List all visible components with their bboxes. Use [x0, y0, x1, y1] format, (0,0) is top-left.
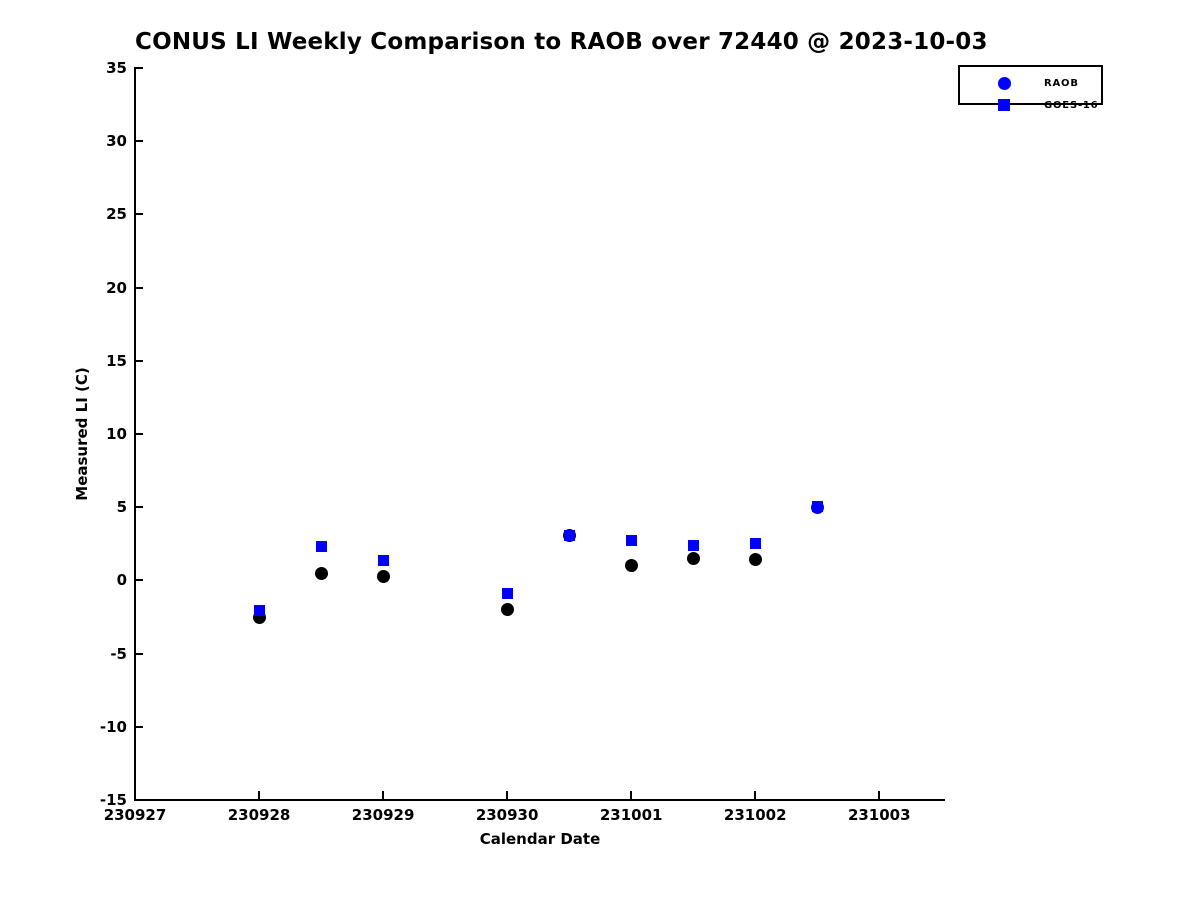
- legend: RAOB GOES-16: [958, 65, 1103, 111]
- y-tick-label: 30: [106, 132, 127, 151]
- x-tick-mark: [506, 791, 509, 799]
- legend-label-raob: RAOB: [1044, 77, 1079, 89]
- data-point-raob: [748, 553, 762, 567]
- x-tick-mark: [878, 791, 881, 799]
- y-tick-mark: [136, 213, 143, 216]
- data-point-goes16: [563, 529, 575, 541]
- x-axis-label: Calendar Date: [479, 830, 601, 848]
- x-tick-mark: [630, 791, 633, 799]
- y-tick-mark: [136, 799, 143, 801]
- x-tick-mark: [134, 791, 136, 799]
- data-point-raob: [314, 566, 328, 580]
- data-point-goes16: [749, 537, 761, 549]
- data-point-raob: [686, 551, 700, 565]
- x-tick-mark: [382, 791, 385, 799]
- data-point-raob: [500, 603, 514, 617]
- data-point-raob: [376, 569, 390, 583]
- y-tick-mark: [136, 506, 143, 509]
- y-tick-mark: [136, 433, 143, 435]
- y-tick-mark: [136, 67, 143, 69]
- y-tick-label: 15: [106, 351, 127, 370]
- y-tick-label: 5: [116, 498, 127, 517]
- x-axis-spine: [134, 799, 945, 801]
- chart-title: CONUS LI Weekly Comparison to RAOB over …: [135, 29, 988, 55]
- y-tick-mark: [136, 140, 143, 143]
- data-point-raob: [624, 559, 638, 573]
- data-point-goes16: [625, 534, 637, 546]
- data-point-goes16: [377, 555, 389, 567]
- y-tick-label: 10: [106, 425, 127, 443]
- y-tick-label: 20: [106, 278, 127, 297]
- legend-item-raob: RAOB: [960, 74, 1101, 92]
- x-tick-mark: [754, 791, 757, 799]
- data-point-goes16: [501, 588, 513, 600]
- data-point-raob: [810, 500, 824, 514]
- goes16-square-icon: [998, 99, 1010, 111]
- y-tick-mark: [136, 725, 143, 728]
- x-tick-label: 230929: [351, 806, 415, 824]
- y-tick-label: 0: [116, 571, 127, 590]
- raob-circle-icon: [998, 76, 1011, 90]
- y-tick-mark: [136, 286, 143, 289]
- x-tick-label: 230927: [103, 806, 167, 824]
- x-tick-mark: [258, 791, 261, 799]
- data-point-goes16: [687, 539, 699, 551]
- y-tick-mark: [136, 652, 143, 655]
- data-point-goes16: [315, 541, 327, 553]
- legend-item-goes16: GOES-16: [960, 96, 1101, 114]
- y-tick-label: 35: [106, 59, 127, 77]
- data-point-goes16: [253, 604, 265, 616]
- y-tick-label: -10: [99, 717, 127, 736]
- x-tick-label: 231002: [723, 806, 787, 824]
- x-tick-label: 230928: [227, 806, 291, 824]
- y-tick-label: 25: [106, 205, 127, 224]
- legend-label-goes16: GOES-16: [1044, 99, 1099, 111]
- x-tick-label: 231003: [847, 806, 911, 824]
- y-tick-mark: [136, 359, 143, 362]
- y-tick-mark: [136, 579, 143, 582]
- y-axis-spine: [134, 67, 136, 801]
- x-tick-label: 230930: [475, 806, 539, 824]
- x-tick-label: 231001: [599, 806, 663, 824]
- y-tick-label: -5: [110, 644, 127, 663]
- y-tick-label: -15: [99, 791, 127, 809]
